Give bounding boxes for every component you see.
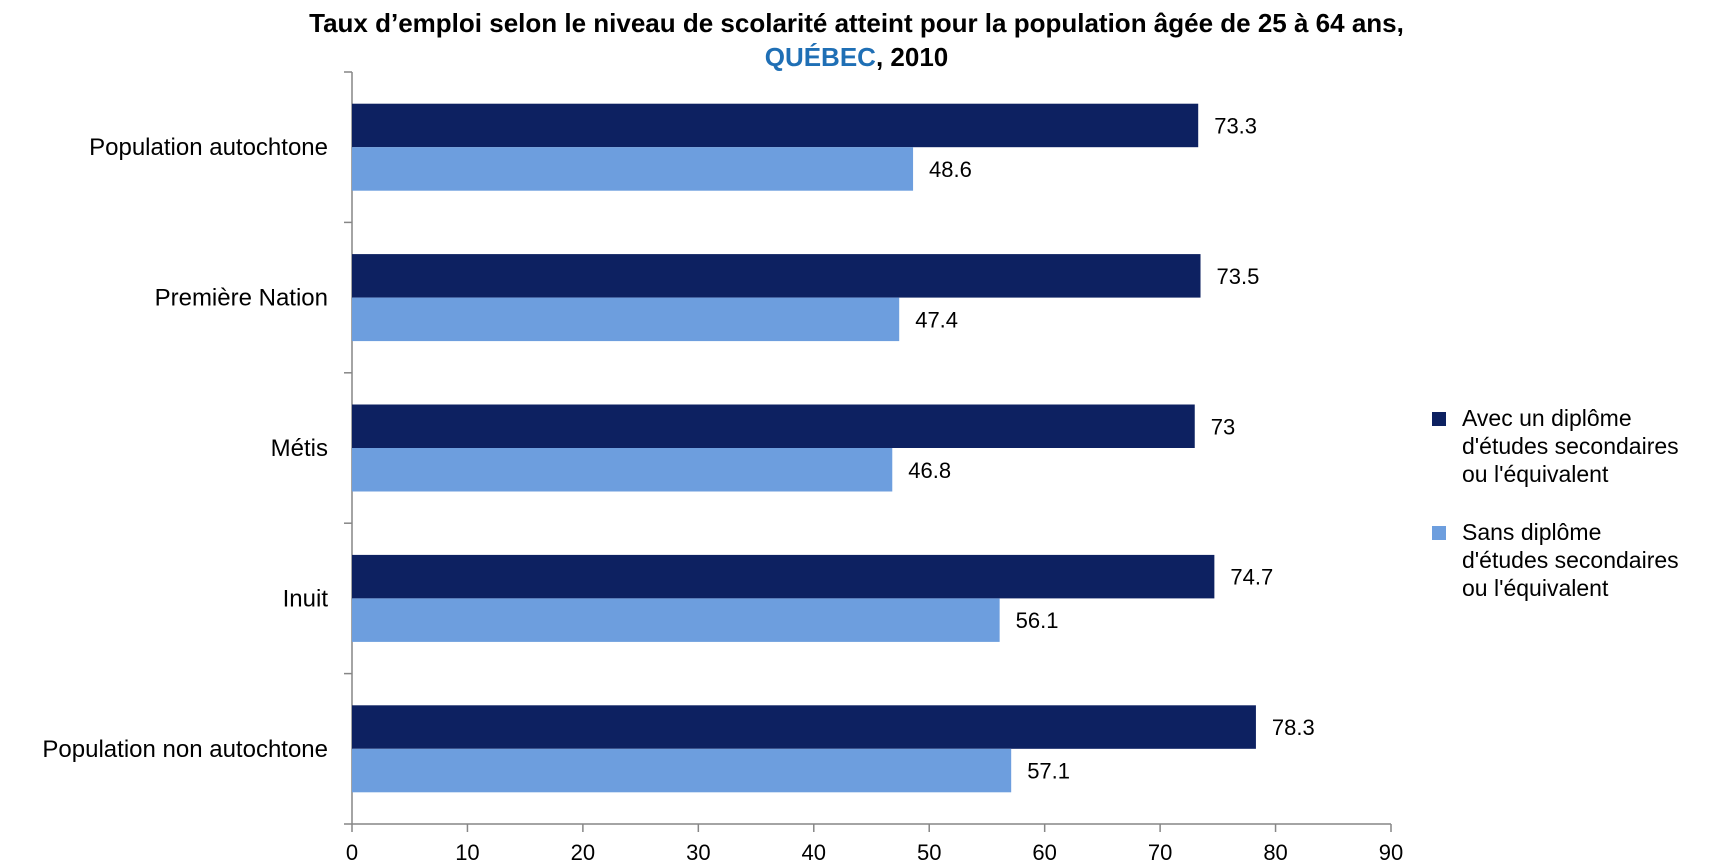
- legend: Avec un diplôme d'études secondaires ou …: [1432, 404, 1712, 632]
- bar-1: [352, 705, 1256, 749]
- data-label: 73.3: [1214, 113, 1257, 138]
- x-tick-label: 10: [455, 840, 479, 865]
- data-label: 57.1: [1027, 759, 1070, 784]
- legend-label-series1-line1: Avec un diplôme: [1462, 405, 1632, 431]
- category-label: Inuit: [283, 585, 329, 612]
- chart-title: Taux d’emploi selon le niveau de scolari…: [0, 6, 1713, 74]
- data-label: 73.5: [1217, 264, 1260, 289]
- legend-label-series2-line3: ou l'équivalent: [1462, 575, 1609, 601]
- bar-2: [352, 448, 893, 492]
- x-tick-label: 20: [571, 840, 595, 865]
- x-tick-label: 70: [1148, 840, 1172, 865]
- data-label: 74.7: [1230, 565, 1273, 590]
- bar-2: [352, 297, 900, 342]
- data-label: 48.6: [929, 157, 972, 182]
- x-tick-label: 30: [686, 840, 710, 865]
- chart-title-line2: QUÉBEC, 2010: [0, 40, 1713, 74]
- bar-2: [352, 147, 914, 191]
- data-label: 56.1: [1016, 608, 1059, 633]
- chart-title-suffix: , 2010: [875, 42, 949, 72]
- chart-title-line1: Taux d’emploi selon le niveau de scolari…: [309, 8, 1404, 38]
- legend-label-series2-line2: d'études secondaires: [1462, 547, 1679, 573]
- legend-item-series2: Sans diplôme d'études secondaires ou l'é…: [1432, 518, 1712, 602]
- legend-label-series2-line1: Sans diplôme: [1462, 519, 1602, 545]
- category-label: Première Nation: [155, 285, 328, 312]
- bar-1: [352, 103, 1199, 148]
- legend-swatch-series1: [1432, 412, 1446, 426]
- x-tick-label: 50: [917, 840, 941, 865]
- x-tick-label: 60: [1032, 840, 1056, 865]
- bar-2: [352, 598, 1000, 642]
- data-label: 73: [1211, 414, 1235, 439]
- legend-label-series1-line2: d'études secondaires: [1462, 433, 1679, 459]
- bar-2: [352, 748, 1012, 793]
- bar-1: [352, 404, 1195, 448]
- legend-swatch-series2: [1432, 526, 1446, 540]
- legend-item-series1: Avec un diplôme d'études secondaires ou …: [1432, 404, 1712, 488]
- category-label: Population non autochtone: [42, 736, 328, 763]
- category-label: Population autochtone: [89, 134, 328, 161]
- data-label: 78.3: [1272, 715, 1315, 740]
- x-tick-label: 0: [346, 840, 358, 865]
- legend-label-series1-line3: ou l'équivalent: [1462, 461, 1609, 487]
- bar-1: [352, 254, 1201, 298]
- data-label: 46.8: [908, 458, 951, 483]
- x-tick-label: 90: [1379, 840, 1403, 865]
- category-label: Métis: [271, 435, 328, 462]
- chart-title-highlight: QUÉBEC: [764, 42, 876, 72]
- x-tick-label: 40: [802, 840, 826, 865]
- x-tick-label: 80: [1263, 840, 1287, 865]
- bar-1: [352, 554, 1215, 599]
- data-label: 47.4: [915, 307, 958, 332]
